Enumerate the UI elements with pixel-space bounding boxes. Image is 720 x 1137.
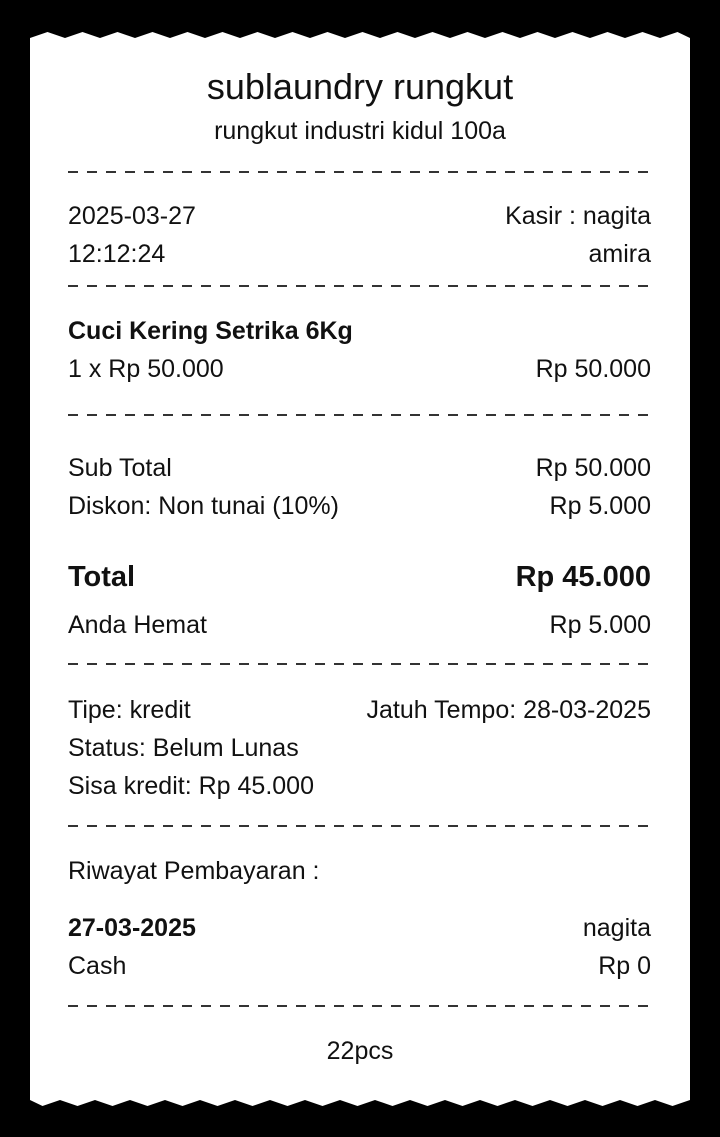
item-qty-price: 1 x Rp 50.000 <box>68 355 224 383</box>
store-address: rungkut industri kidul 100a <box>214 117 506 145</box>
cashier-name-cont: amira <box>588 240 651 268</box>
discount-label: Diskon: Non tunai (10%) <box>68 492 339 520</box>
payment-status: Status: Belum Lunas <box>68 734 299 762</box>
history-user: nagita <box>582 914 651 942</box>
savings-value: Rp 5.000 <box>549 611 651 639</box>
receipt-paper <box>30 0 690 1137</box>
history-date: 27-03-2025 <box>68 914 196 942</box>
payment-type: Tipe: kredit <box>68 696 191 724</box>
due-date: Jatuh Tempo: 28-03-2025 <box>366 696 651 724</box>
history-title: Riwayat Pembayaran : <box>68 857 320 885</box>
receipt-paper-shape <box>30 32 690 1106</box>
savings-label: Anda Hemat <box>68 611 207 639</box>
total-label: Total <box>68 561 136 593</box>
discount-value: Rp 5.000 <box>549 492 651 520</box>
subtotal-label: Sub Total <box>68 454 172 482</box>
receipt-time: 12:12:24 <box>68 240 166 268</box>
divider <box>68 663 651 665</box>
divider <box>68 414 651 416</box>
item-name: Cuci Kering Setrika 6Kg <box>68 317 353 345</box>
subtotal-value: Rp 50.000 <box>535 454 651 482</box>
item-amount: Rp 50.000 <box>535 355 651 383</box>
receipt-date: 2025-03-27 <box>68 202 196 230</box>
cashier-label: Kasir : nagita <box>505 202 651 230</box>
history-method: Cash <box>68 952 127 980</box>
footer-note: 22pcs <box>326 1037 394 1065</box>
divider <box>68 285 651 287</box>
history-amount: Rp 0 <box>598 952 651 980</box>
divider <box>68 825 651 827</box>
remaining-credit: Sisa kredit: Rp 45.000 <box>68 772 314 800</box>
store-name: sublaundry rungkut <box>206 66 514 107</box>
total-value: Rp 45.000 <box>515 561 651 593</box>
divider <box>68 171 651 173</box>
divider <box>68 1005 651 1007</box>
